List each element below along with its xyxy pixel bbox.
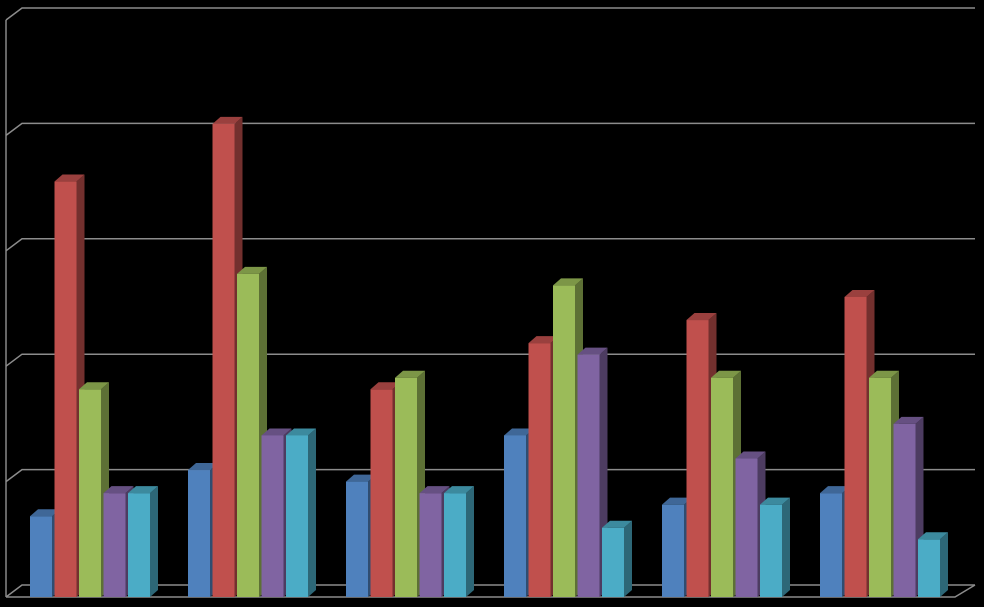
bar: [395, 370, 425, 597]
bar-face: [602, 527, 624, 597]
bar-face: [844, 296, 867, 597]
bar-face: [553, 278, 583, 286]
bar: [602, 520, 632, 597]
bar-face: [918, 532, 948, 540]
bar-face: [370, 382, 401, 390]
bar-face: [782, 497, 790, 597]
grid-line: [5, 122, 975, 136]
bar-face: [662, 504, 684, 597]
bar-face: [128, 486, 158, 494]
bar-face: [346, 481, 368, 597]
bar-face: [395, 370, 425, 378]
bar-face: [444, 493, 466, 597]
bar-face: [395, 377, 417, 597]
bar-face: [686, 320, 709, 597]
bar: [79, 382, 109, 597]
bar-face: [466, 486, 474, 597]
bar-face: [820, 486, 850, 494]
grid-line: [5, 468, 975, 483]
bar-face: [79, 389, 101, 597]
bar-face: [370, 389, 393, 597]
bar-face: [286, 435, 308, 597]
bar-face: [735, 451, 766, 459]
bar-face: [103, 486, 134, 494]
bar-face: [760, 504, 782, 597]
bar-face: [711, 370, 741, 378]
grid-line: [5, 584, 975, 598]
bar-face: [893, 416, 924, 424]
bar-face: [711, 377, 733, 597]
bar-face: [346, 474, 376, 482]
bar-face: [844, 289, 875, 297]
bar: [918, 532, 948, 597]
bar-face: [528, 343, 551, 597]
bar-face: [504, 435, 526, 597]
bar-face: [820, 493, 842, 597]
bar-face: [237, 266, 267, 274]
bar-face: [79, 382, 109, 390]
bar: [128, 486, 158, 597]
bar-face: [212, 123, 235, 598]
bar-face: [261, 435, 284, 597]
bar-face: [150, 486, 158, 597]
bar-face: [212, 116, 243, 124]
bar-face: [419, 486, 450, 494]
bar-face: [30, 509, 60, 517]
bar: [286, 428, 316, 597]
bar-face: [54, 174, 85, 182]
floor: [6, 584, 976, 598]
bar-face: [261, 428, 292, 436]
bar-face: [308, 428, 316, 597]
bar-face: [893, 423, 916, 597]
bar-face: [553, 285, 575, 597]
grid-line: [5, 7, 975, 21]
bar-face: [662, 497, 692, 505]
bar-face: [103, 493, 126, 597]
bar-face: [188, 470, 210, 597]
bar-face: [54, 181, 77, 597]
bar-face: [528, 336, 559, 344]
bar-face: [869, 370, 899, 378]
bar-face: [30, 516, 52, 597]
bar-face: [504, 428, 534, 436]
bar-face: [237, 273, 259, 597]
bar-face: [188, 463, 218, 471]
bar: [577, 347, 608, 597]
bar-face: [686, 313, 717, 321]
bar-face: [624, 520, 632, 597]
grid-line: [5, 238, 975, 252]
bar: [760, 497, 790, 597]
bar-face: [918, 539, 940, 597]
bar: [237, 266, 267, 597]
bar-face: [760, 497, 790, 505]
bar: [444, 486, 474, 597]
bar-face: [286, 428, 316, 436]
bar-face: [940, 532, 948, 597]
bar: [893, 416, 924, 597]
bar-face: [602, 520, 632, 528]
grid-line: [5, 353, 975, 367]
bar-face: [419, 493, 442, 597]
bar-face: [444, 486, 474, 494]
bar-face: [735, 458, 758, 597]
bar-face: [869, 377, 891, 597]
bar-face: [577, 354, 600, 597]
bar-face: [128, 493, 150, 597]
bar-face: [577, 347, 608, 355]
